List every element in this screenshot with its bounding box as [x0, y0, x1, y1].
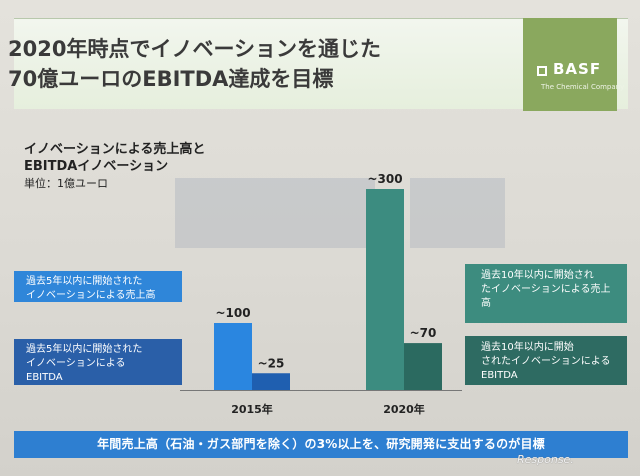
- background-decoration: [175, 178, 375, 248]
- legend-text: 高: [481, 298, 491, 309]
- chart-title: イノベーションによる売上高と EBITDAイノベーション: [24, 141, 205, 175]
- legend-text: EBITDA: [481, 370, 518, 381]
- data-label: ~25: [258, 356, 285, 370]
- basf-logo-text: BASF: [553, 60, 602, 78]
- category-label: 2020年: [383, 402, 425, 416]
- legend-text: 過去10年以内に開始され: [481, 270, 594, 281]
- footer-banner: 年間売上高（石油・ガス部門を除く）の3%以上を、研究開発に支出するのが目標: [14, 431, 628, 458]
- legend-text: 過去5年以内に開始された: [26, 344, 143, 355]
- title-line-2: 70億ユーロのEBITDA達成を目標: [8, 67, 334, 91]
- category-label: 2015年: [231, 402, 273, 416]
- legend-2015-ebitda: 過去5年以内に開始された イノベーションによる EBITDA: [14, 339, 182, 385]
- title-line-1: 2020年時点でイノベーションを通じた: [8, 37, 382, 61]
- data-label: ~100: [215, 306, 250, 320]
- legend-text: イノベーションによる: [26, 358, 126, 369]
- legend-2015-sales: 過去5年以内に開始された イノベーションによる売上高: [14, 271, 182, 302]
- basf-logo-icon: [537, 66, 547, 76]
- legend-text: 過去5年以内に開始された: [26, 276, 143, 287]
- bar-ebitda-0: [252, 373, 290, 390]
- watermark: Response.: [517, 453, 574, 466]
- legend-text: 過去10年以内に開始: [481, 342, 574, 353]
- legend-text: イノベーションによる売上高: [26, 290, 156, 301]
- legend-2020-sales: 過去10年以内に開始され たイノベーションによる売上 高: [465, 264, 627, 323]
- data-label: ~70: [410, 326, 437, 340]
- bar-ebitda-1: [404, 343, 442, 390]
- basf-logo: [523, 18, 617, 111]
- chart-title-line-2: EBITDAイノベーション: [24, 159, 169, 174]
- bar-sales-1: [366, 189, 404, 390]
- chart-baseline: [180, 390, 462, 391]
- legend-2020-ebitda: 過去10年以内に開始 されたイノベーションによる EBITDA: [465, 336, 627, 385]
- background-decoration: [410, 178, 505, 248]
- unit-label: 単位：1億ユーロ: [24, 177, 108, 190]
- legend-text: されたイノベーションによる: [481, 356, 611, 367]
- legend-text: EBITDA: [26, 372, 63, 383]
- basf-logo-tagline: The Chemical Company: [541, 83, 625, 91]
- chart-title-line-1: イノベーションによる売上高と: [24, 142, 206, 157]
- legend-text: たイノベーションによる売上: [481, 284, 611, 295]
- bar-sales-0: [214, 323, 252, 390]
- page-title: 2020年時点でイノベーションを通じた 70億ユーロのEBITDA達成を目標: [8, 34, 478, 94]
- data-label: ~300: [367, 172, 402, 186]
